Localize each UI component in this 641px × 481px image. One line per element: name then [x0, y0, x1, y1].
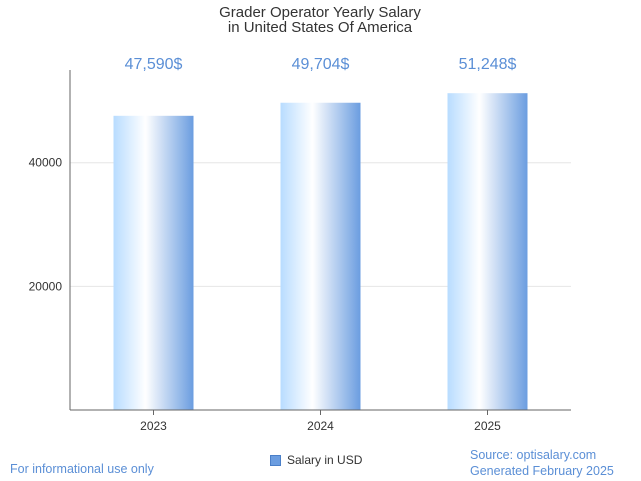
legend-swatch — [270, 454, 281, 466]
chart-title-line-1: Grader Operator Yearly Salary — [219, 4, 421, 21]
value-label-2024: 49,704$ — [292, 56, 350, 73]
y-tick-label-20000: 20000 — [29, 279, 63, 293]
disclaimer-text: For informational use only — [10, 462, 154, 476]
value-label-2023: 47,590$ — [125, 56, 183, 73]
y-tick-label-40000: 40000 — [29, 156, 63, 170]
bars: 47,590$ 49,704$ 51,248$ — [113, 56, 528, 411]
bar-2025 — [447, 93, 528, 410]
x-tick-label-2024: 2024 — [307, 419, 334, 433]
chart-title-line-2: in United States Of America — [228, 19, 413, 36]
legend-label: Salary in USD — [287, 453, 363, 467]
value-label-2025: 51,248$ — [459, 56, 517, 73]
generated-text: Generated February 2025 — [470, 464, 614, 478]
bar-2024 — [280, 102, 361, 411]
x-tick-label-2023: 2023 — [140, 419, 167, 433]
x-tick-label-2025: 2025 — [474, 419, 501, 433]
source-text: Source: optisalary.com — [470, 448, 597, 462]
legend: Salary in USD — [270, 453, 362, 467]
bar-2023 — [113, 115, 194, 410]
axes: 20000 40000 2023 2024 2025 — [29, 70, 571, 433]
source-block: Source: optisalary.com Generated Februar… — [470, 447, 614, 479]
